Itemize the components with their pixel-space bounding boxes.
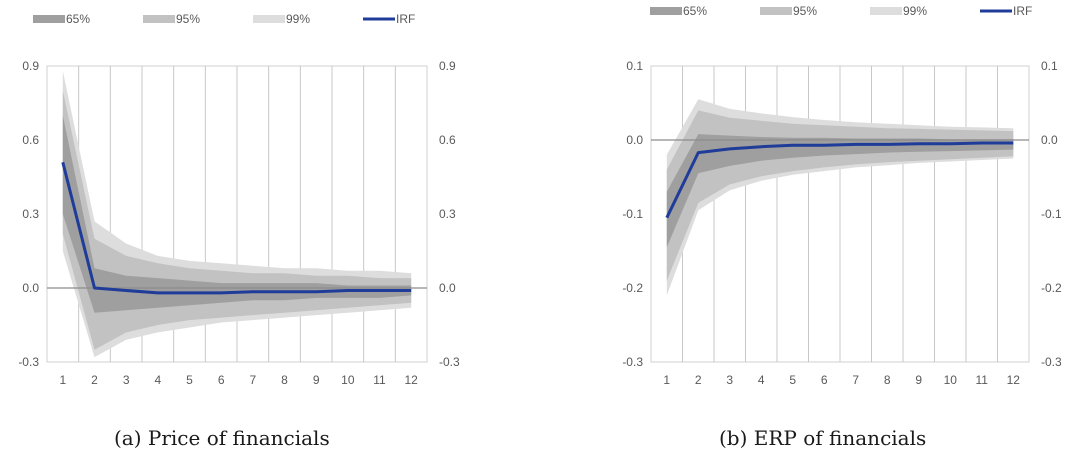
chart-b: 0.1 0.10.0 0.0-0.1 -0.1-0.2 -0.2-0.3 -0.31 2 3 4…: [622, 4, 1062, 387]
legend-label: 65%: [66, 12, 90, 26]
ytick-label-right: -0.2: [1041, 281, 1062, 295]
ytick-label-left: -0.3: [622, 355, 643, 369]
legend-swatch-95pct: [143, 15, 175, 23]
ytick-label-right: 0.1: [1041, 59, 1058, 73]
ytick-label-left: -0.3: [18, 355, 39, 369]
legend: 65% 95% 99% IRF: [650, 4, 1032, 18]
chart-a: 0.9 0.90.6 0.60.3 0.30.0 0.0-0.3 -0.31 2 3 4 5 6 7 8…: [18, 12, 460, 387]
xtick-label: 6: [218, 373, 225, 387]
ytick-label-right: 0.0: [439, 281, 456, 295]
xtick-label: 11: [976, 373, 989, 387]
ytick-label-left: 0.0: [22, 281, 39, 295]
xtick-label: 12: [404, 373, 418, 387]
legend-swatch-99pct: [253, 15, 285, 23]
irf-line: [61, 161, 412, 295]
band-65pct: [666, 134, 1014, 248]
xtick-label: 1: [59, 373, 66, 387]
ytick-label-left: -0.1: [622, 207, 643, 221]
xtick-label: 4: [758, 373, 765, 387]
legend-swatch-65pct: [650, 7, 682, 15]
xtick-label: 1: [663, 373, 670, 387]
legend-swatch-65pct: [33, 15, 65, 23]
ytick-label-left: -0.2: [622, 281, 643, 295]
legend-label: 99%: [286, 12, 310, 26]
xtick-label: 10: [944, 373, 958, 387]
legend-label: 95%: [176, 12, 200, 26]
ytick-label-left: 0.0: [626, 133, 643, 147]
legend-swatch-95pct: [760, 7, 792, 15]
ytick-label-left: 0.9: [22, 59, 39, 73]
xtick-label: 3: [726, 373, 733, 387]
xtick-label: 12: [1007, 373, 1021, 387]
xtick-label: 9: [915, 373, 922, 387]
ytick-label-left: 0.1: [626, 59, 643, 73]
xtick-label: 8: [281, 373, 288, 387]
xtick-label: 7: [852, 373, 859, 387]
xtick-label: 5: [789, 373, 796, 387]
xtick-label: 10: [341, 373, 355, 387]
ytick-label-right: -0.3: [1041, 355, 1062, 369]
xtick-label: 4: [154, 373, 161, 387]
legend-label: IRF: [1013, 4, 1032, 18]
ytick-label-right: 0.6: [439, 133, 456, 147]
xtick-label: 9: [313, 373, 320, 387]
caption-b: (b) ERP of financials: [719, 426, 927, 450]
ytick-label-right: -0.1: [1041, 207, 1062, 221]
xtick-label: 2: [695, 373, 702, 387]
caption-a: (a) Price of financials: [114, 426, 330, 450]
xtick-label: 8: [884, 373, 891, 387]
legend: 65% 95% 99% IRF: [33, 12, 415, 26]
xtick-label: 2: [91, 373, 98, 387]
irf-line: [665, 141, 1014, 219]
ytick-label-left: 0.3: [22, 207, 39, 221]
legend-swatch-99pct: [870, 7, 902, 15]
legend-label: IRF: [396, 12, 415, 26]
band-65pct: [62, 115, 412, 313]
legend-label: 95%: [793, 4, 817, 18]
xtick-label: 7: [249, 373, 256, 387]
ytick-label-right: 0.9: [439, 59, 456, 73]
legend-label: 99%: [903, 4, 927, 18]
ytick-label-right: 0.3: [439, 207, 456, 221]
ytick-label-right: 0.0: [1041, 133, 1058, 147]
xtick-label: 6: [821, 373, 828, 387]
ytick-label-left: 0.6: [22, 133, 39, 147]
xtick-label: 11: [373, 373, 386, 387]
xtick-label: 5: [186, 373, 193, 387]
legend-label: 65%: [683, 4, 707, 18]
ytick-label-right: -0.3: [439, 355, 460, 369]
xtick-label: 3: [123, 373, 130, 387]
